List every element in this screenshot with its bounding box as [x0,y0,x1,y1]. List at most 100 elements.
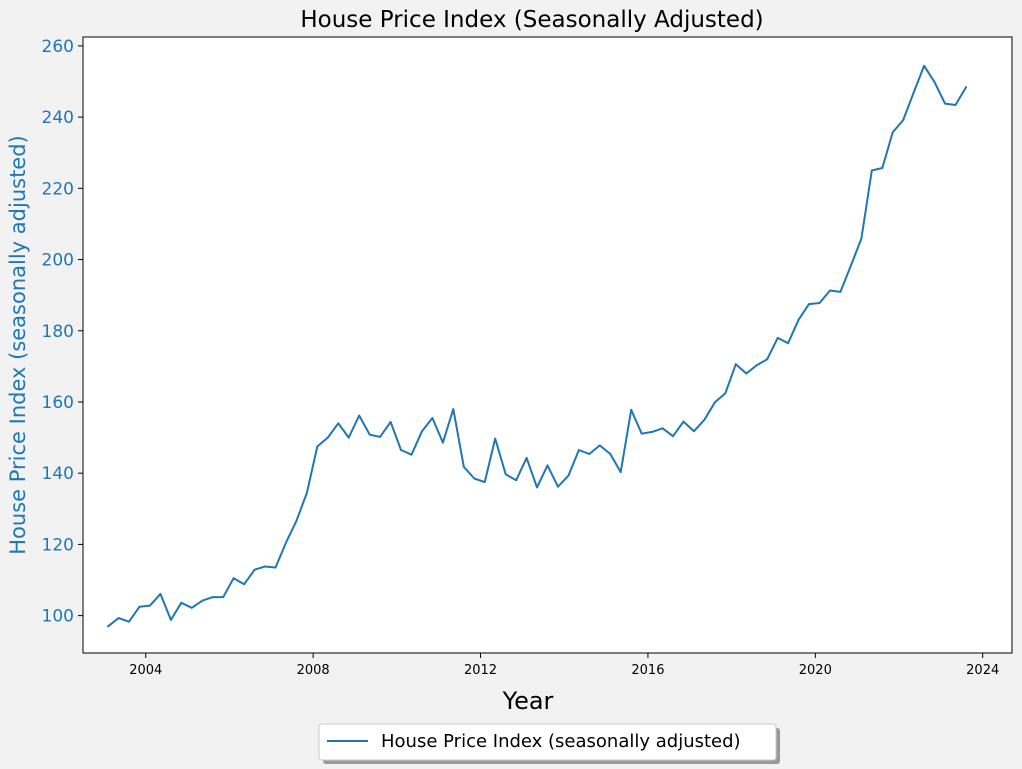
data-point [714,401,716,404]
data-point [619,471,622,473]
data-point [536,486,538,489]
data-point [578,449,580,451]
data-point [630,408,633,411]
data-point [170,619,172,621]
data-point [180,601,183,604]
x-axis-label: Year [502,687,554,715]
data-point [149,604,151,607]
data-point [525,457,528,459]
data-point [494,437,497,440]
data-point [347,436,350,439]
data-point [912,91,915,94]
data-point [316,445,319,448]
data-point [954,104,957,106]
data-point [944,102,946,105]
x-tick-label: 2004 [129,663,162,678]
data-point [923,64,925,67]
data-point [452,408,455,410]
data-point [734,363,737,366]
data-point [128,620,130,623]
data-point [839,291,842,293]
data-point [222,596,225,598]
data-point [337,422,340,425]
data-point [483,481,486,483]
data-point [358,414,361,417]
data-point [870,169,873,172]
data-point [285,541,287,544]
y-tick-label: 180 [42,322,74,342]
data-point [588,453,591,455]
data-point [598,444,601,447]
data-point [755,364,758,367]
x-tick-label: 2008 [297,663,330,678]
data-point [546,464,549,467]
data-point [661,427,664,430]
y-tick-label: 100 [42,607,74,627]
data-point [274,566,277,569]
data-point [818,302,821,304]
legend: House Price Index (seasonally adjusted) [318,723,780,764]
data-point [232,577,235,580]
y-axis-label: House Price Index (seasonally adjusted) [6,135,30,555]
data-point [745,372,748,375]
y-tick-label: 260 [42,37,74,57]
data-point [253,568,256,571]
data-point [201,599,204,602]
data-point [703,418,706,421]
data-point [965,86,967,89]
data-point [787,342,789,345]
data-point [797,318,800,321]
data-point [829,289,831,292]
x-ticks: 2004 2008 2012 2016 2020 2024 [129,653,999,678]
data-point [902,119,905,121]
data-point [326,436,329,439]
y-tick-label: 140 [42,464,74,484]
y-tick-label: 220 [42,179,74,199]
data-point [640,432,643,435]
data-point [609,453,612,455]
data-point [672,435,674,438]
y-tick-label: 160 [42,393,74,413]
y-tick-label: 240 [42,108,74,128]
data-point [159,593,162,595]
data-point [682,420,685,423]
data-point [368,433,371,436]
x-tick-label: 2020 [799,663,832,678]
data-point [776,337,779,339]
data-point [504,473,507,476]
x-tick-label: 2024 [966,663,999,678]
data-point [724,392,727,395]
data-point [462,465,465,468]
legend-label: House Price Index (seasonally adjusted) [381,731,741,752]
chart-title: House Price Index (Seasonally Adjusted) [300,7,763,33]
data-point [431,417,434,419]
data-point [410,453,413,456]
data-point [400,449,402,451]
data-point [651,431,653,433]
data-point [850,264,852,267]
plot-area [83,37,1012,653]
data-point [442,441,444,444]
x-tick-label: 2012 [464,663,497,678]
data-point [379,436,381,438]
data-point [693,430,695,433]
plot-frame [82,36,1013,654]
data-point [190,606,193,609]
data-point [473,477,476,480]
data-point [243,583,246,586]
data-point [117,617,120,619]
data-point [860,237,863,240]
data-point [567,474,570,477]
data-point [881,167,884,169]
data-point [138,605,141,608]
data-point [766,358,769,361]
y-tick-label: 120 [42,535,74,555]
data-point [306,491,308,494]
data-point [421,430,423,433]
data-points [107,64,967,628]
data-point [295,520,298,522]
data-point [211,596,214,598]
data-point [264,565,266,568]
data-point [933,81,936,84]
